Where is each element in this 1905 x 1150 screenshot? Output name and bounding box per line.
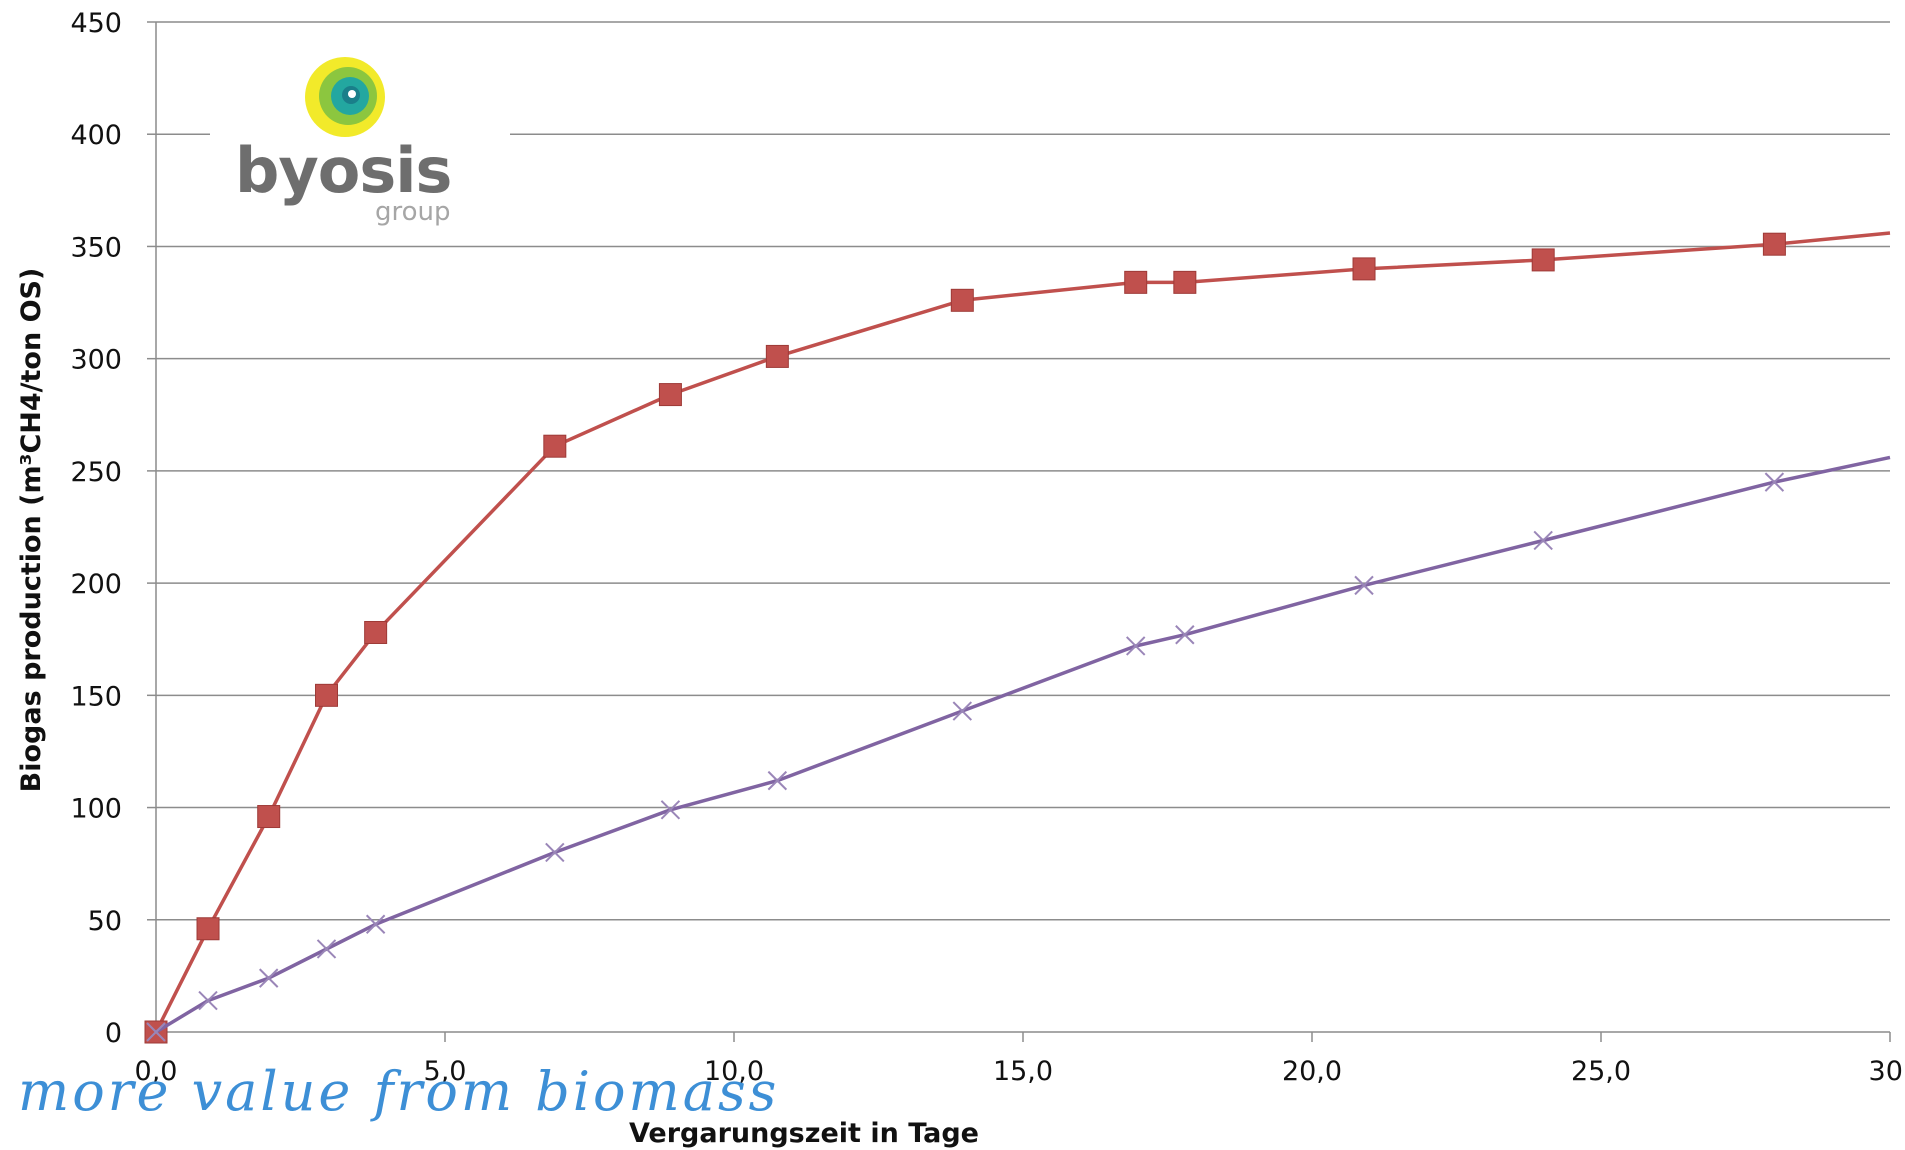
series-1-point (1762, 232, 1786, 256)
point-stroke (1354, 575, 1374, 596)
point-stroke (1126, 636, 1146, 656)
series-2-point (1764, 472, 1785, 492)
series-2-point (952, 701, 973, 721)
series-2-point (1354, 575, 1374, 596)
x-tick-label: 20,0 (1282, 1056, 1342, 1087)
tagline: more value from biomass (18, 1060, 779, 1123)
y-tick-label: 50 (88, 906, 122, 937)
point-stroke (952, 701, 973, 721)
series-2-point (259, 968, 279, 988)
logo-swirl-center (348, 90, 356, 98)
point-stroke (146, 1022, 166, 1042)
point-stroke (767, 770, 788, 791)
series-2-point (767, 770, 788, 791)
y-axis-title: Biogas production (m³CH4/ton OS) (16, 268, 47, 793)
point-stroke (545, 842, 565, 863)
y-tick-label: 150 (70, 681, 122, 712)
point-stroke (660, 800, 681, 820)
series-2-point (545, 842, 565, 863)
series-1-point (1124, 270, 1148, 294)
logo-subtitle: group (375, 197, 451, 227)
point-stroke (1533, 530, 1553, 551)
series-2-point (316, 939, 337, 959)
byosis-logo: byosis group (210, 48, 510, 234)
x-tick-labels: 0,0 5,0 10,0 15,0 20,0 25,0 30, (135, 1056, 1905, 1087)
y-tick-label: 0 (105, 1018, 122, 1049)
series-1-point (950, 288, 974, 312)
series-2-point (365, 914, 386, 934)
series-2-point (660, 800, 681, 820)
point-stroke (1175, 625, 1195, 645)
y-tick-label: 350 (70, 232, 122, 263)
point-stroke (365, 914, 386, 934)
x-tick-label: 5,0 (424, 1056, 467, 1087)
y-tick-label: 200 (70, 569, 122, 600)
y-tick-label: 400 (70, 120, 122, 151)
x-tick-label: 10,0 (704, 1056, 764, 1087)
y-tick-label: 300 (70, 345, 122, 376)
series-1-point (196, 917, 220, 941)
x-axis-title: Vergarungszeit in Tage (629, 1118, 979, 1149)
series-1-point (543, 434, 567, 458)
series-1-point (1352, 257, 1376, 281)
point-stroke (316, 939, 337, 959)
y-tick-label: 100 (70, 794, 122, 825)
point-stroke (198, 990, 218, 1011)
series-2-point (198, 990, 218, 1011)
series-1-point (1531, 248, 1555, 272)
series-2-point (1126, 636, 1146, 656)
x-tick-label: 0,0 (135, 1056, 178, 1087)
series-1-point (364, 620, 388, 644)
series-2-point (1533, 530, 1553, 551)
series-1-point (765, 344, 789, 368)
y-tick-label: 450 (70, 8, 122, 39)
y-tick-labels: 0 50 100 150 200 250 300 350 400 450 (70, 8, 122, 1049)
x-tick-label: 30, (1869, 1056, 1905, 1087)
series-1-point (315, 683, 339, 707)
series-2-point (146, 1022, 166, 1042)
series-1-point (1173, 270, 1197, 294)
series-1-point (257, 805, 281, 829)
series-2-point (1175, 625, 1195, 645)
data-series (144, 231, 1891, 1044)
x-tick-label: 15,0 (993, 1056, 1053, 1087)
series-1-point (658, 383, 682, 407)
logo-wordmark: byosis (235, 134, 451, 207)
y-tick-label: 250 (70, 457, 122, 488)
point-stroke (1764, 472, 1785, 492)
point-stroke (259, 968, 279, 988)
x-tick-label: 25,0 (1571, 1056, 1631, 1087)
